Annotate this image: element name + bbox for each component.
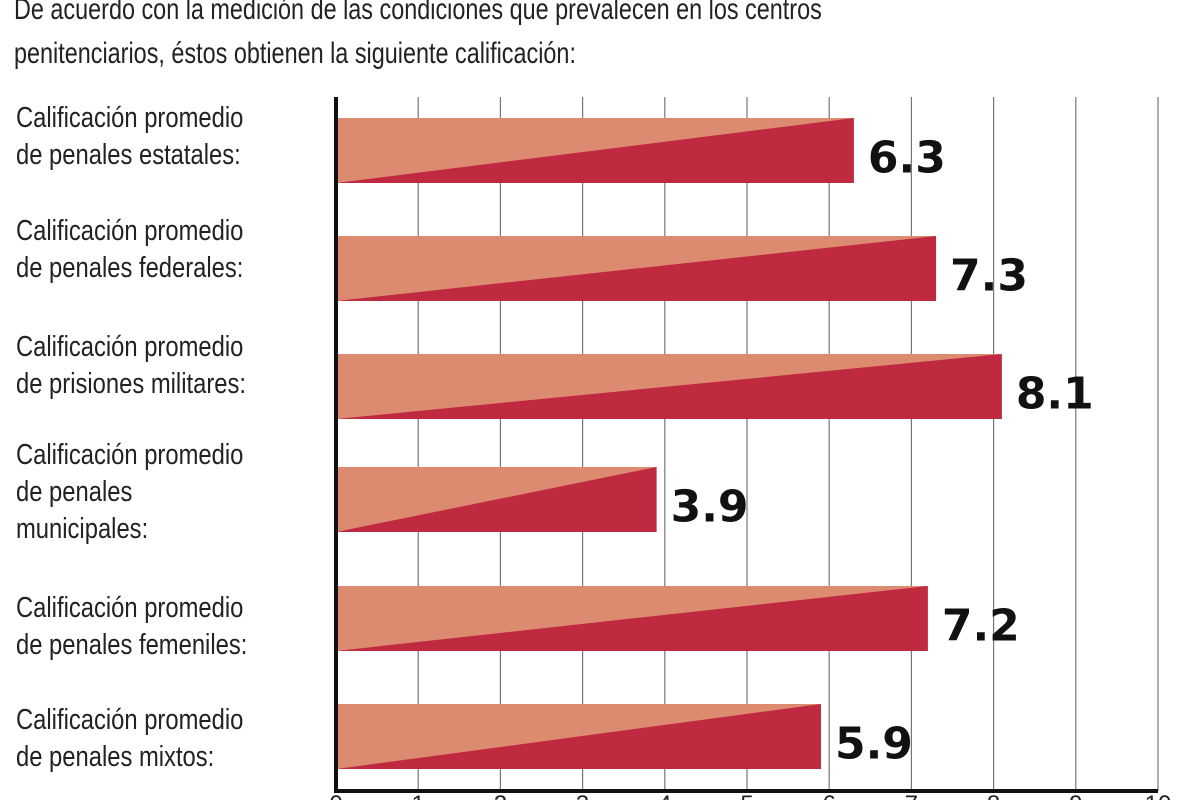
x-tick-label: 2 xyxy=(494,791,507,800)
data-label: 5.9 xyxy=(835,719,913,770)
bar xyxy=(336,354,1002,419)
data-label: 8.1 xyxy=(1016,369,1094,420)
bar xyxy=(336,236,937,301)
x-tick-label: 4 xyxy=(658,791,671,800)
category-label: Calificación promedio de penales mixtos: xyxy=(16,704,244,773)
data-label: 7.3 xyxy=(950,251,1028,302)
x-tick-label: 7 xyxy=(905,791,918,800)
x-tick-label: 8 xyxy=(987,791,1000,800)
data-label: 6.3 xyxy=(868,133,946,184)
bar xyxy=(336,704,821,769)
category-label: Calificación promedio de penales estatal… xyxy=(16,102,244,171)
x-tick-label: 3 xyxy=(576,791,589,800)
category-label: Calificación promedio de penales municip… xyxy=(16,439,244,545)
category-label: Calificación promedio de prisiones milit… xyxy=(16,331,246,400)
x-tick-label: 9 xyxy=(1069,791,1082,800)
bar xyxy=(336,118,854,183)
data-label: 3.9 xyxy=(671,482,749,533)
category-label: Calificación promedio de penales femenil… xyxy=(16,592,248,661)
x-tick-label: 10 xyxy=(1145,791,1172,800)
x-tick-label: 0 xyxy=(329,791,342,800)
x-tick-label: 1 xyxy=(412,791,425,800)
bar xyxy=(336,467,657,532)
category-label: Calificación promedio de penales federal… xyxy=(16,215,244,284)
intro-text: De acuerdo con la medición de las condic… xyxy=(14,0,822,70)
bar xyxy=(336,586,928,651)
x-tick-label: 6 xyxy=(823,791,836,800)
x-tick-label: 5 xyxy=(740,791,753,800)
data-label: 7.2 xyxy=(942,601,1020,652)
